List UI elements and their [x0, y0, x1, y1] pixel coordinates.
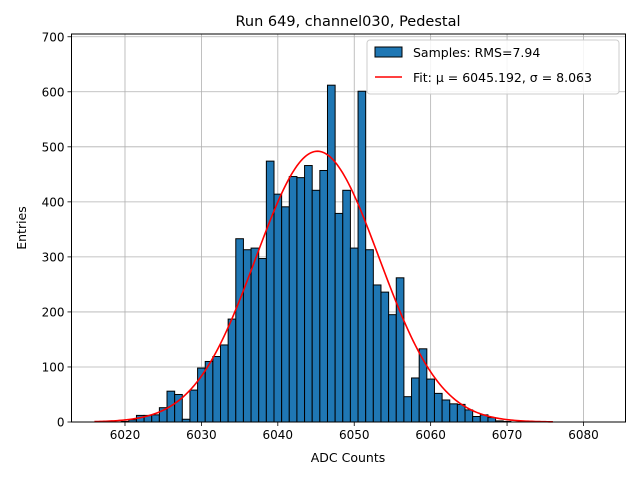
y-tick-label: 200: [42, 305, 65, 319]
histogram-bar: [357, 90, 367, 423]
fit-curve: [94, 150, 553, 423]
histogram-bar: [365, 249, 374, 423]
histogram-bar: [426, 378, 435, 423]
histogram-bars: [120, 84, 512, 423]
histogram-bar: [411, 377, 420, 423]
histogram-bar: [235, 238, 244, 423]
histogram-bar: [395, 277, 405, 423]
x-axis-ticks: 6020 6030 6040 6050 6060 6070 6080: [110, 422, 599, 442]
x-tick-label: 6040: [263, 428, 294, 442]
x-tick-label: 6030: [186, 428, 217, 442]
x-axis-label: ADC Counts: [311, 450, 386, 465]
y-tick-label: 100: [42, 360, 65, 374]
histogram-bar: [212, 356, 222, 423]
histogram-bar: [227, 318, 237, 423]
y-axis-label: Entries: [14, 206, 29, 250]
histogram-bar: [304, 165, 313, 423]
histogram-bar: [319, 169, 328, 423]
histogram-bar: [151, 414, 160, 423]
x-tick-label: 6050: [339, 428, 370, 442]
histogram-bar: [288, 176, 298, 423]
legend-label-histogram: Samples: RMS=7.94: [413, 45, 540, 60]
x-tick-label: 6060: [415, 428, 446, 442]
chart-title: Run 649, channel030, Pedestal: [235, 14, 460, 30]
histogram-bar: [296, 177, 306, 423]
plot-frame: [71, 33, 626, 423]
y-tick-label: 400: [42, 195, 65, 209]
histogram-bar: [342, 189, 351, 423]
histogram-bar: [311, 189, 321, 423]
x-tick-label: 6070: [492, 428, 523, 442]
histogram-bar: [464, 409, 474, 423]
histogram-bar: [273, 193, 283, 423]
histogram-bar: [250, 247, 260, 423]
histogram-bar: [388, 314, 397, 423]
y-tick-label: 300: [42, 250, 65, 264]
histogram-bar: [380, 291, 390, 423]
histogram-bar: [372, 284, 382, 423]
histogram-bar: [204, 360, 214, 423]
y-tick-label: 700: [42, 30, 65, 44]
legend-swatch-histogram: [374, 46, 403, 58]
x-tick-label: 6080: [568, 428, 599, 442]
histogram-bar: [258, 258, 267, 423]
legend: Samples: RMS=7.94 Fit: μ = 6045.192, σ =…: [366, 39, 620, 95]
y-tick-label: 0: [57, 416, 65, 430]
histogram-bar: [441, 399, 451, 423]
x-tick-label: 6020: [110, 428, 141, 442]
histogram-bar: [349, 247, 359, 423]
histogram-bar: [220, 344, 229, 423]
histogram-bar: [472, 415, 481, 423]
legend-box: [366, 39, 620, 95]
histogram-bar: [189, 389, 199, 423]
y-axis-ticks: 0 100 200 300 400 500 600 700: [42, 30, 72, 430]
histogram-bar: [265, 160, 275, 423]
histogram-bar: [403, 396, 413, 423]
legend-label-fit: Fit: μ = 6045.192, σ = 8.063: [413, 70, 592, 85]
histogram-bar: [326, 84, 336, 423]
histogram-bar: [456, 403, 466, 423]
y-tick-label: 500: [42, 140, 65, 154]
y-tick-label: 600: [42, 85, 65, 99]
histogram-bar: [281, 206, 290, 423]
histogram-bar: [449, 403, 458, 423]
histogram-bar: [334, 212, 344, 423]
histogram-bar: [433, 392, 443, 423]
